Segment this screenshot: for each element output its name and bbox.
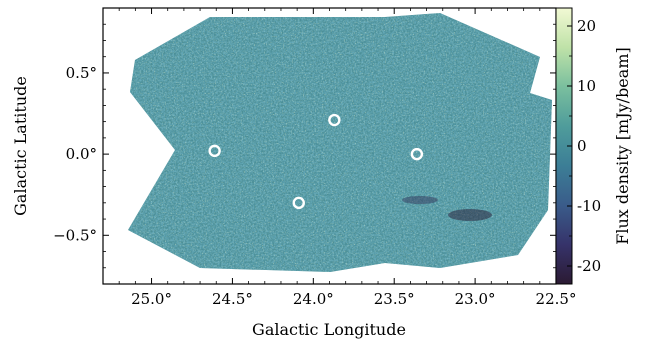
flux-map <box>128 13 552 272</box>
colorbar-tick-label: -10 <box>577 197 601 215</box>
source-marker <box>292 196 305 210</box>
colorbar-tick-label: 10 <box>577 77 596 95</box>
y-axis: 0.5° 0.0° −0.5° <box>53 23 556 269</box>
source-marker <box>328 113 341 127</box>
colorbar-tick-label: -20 <box>577 257 601 275</box>
colorbar-tick-label: 20 <box>577 17 596 35</box>
colorbar-tick-label: 0 <box>577 137 587 155</box>
source-markers <box>208 113 424 210</box>
y-axis-label: Galactic Latitude <box>11 76 30 216</box>
y-tick-label: −0.5° <box>53 226 97 244</box>
colorbar-label: Flux density [mJy/beam] <box>613 47 632 244</box>
x-tick-label: 24.5° <box>212 290 253 308</box>
x-tick-label: 23.0° <box>455 290 496 308</box>
x-tick-label: 24.0° <box>293 290 334 308</box>
y-tick-label: 0.5° <box>66 64 97 82</box>
x-tick-label: 23.5° <box>374 290 415 308</box>
x-axis: 25.0° 24.5° 24.0° 23.5° 23.0° 22.5° <box>118 8 577 308</box>
x-axis-label: Galactic Longitude <box>252 320 406 339</box>
y-tick-label: 0.0° <box>66 145 97 163</box>
x-tick-label: 22.5° <box>536 290 577 308</box>
source-marker <box>410 147 424 161</box>
x-tick-label: 25.0° <box>131 290 172 308</box>
source-marker <box>208 144 221 158</box>
colorbar-ticks: 20 10 0 -10 -20 <box>567 17 601 275</box>
